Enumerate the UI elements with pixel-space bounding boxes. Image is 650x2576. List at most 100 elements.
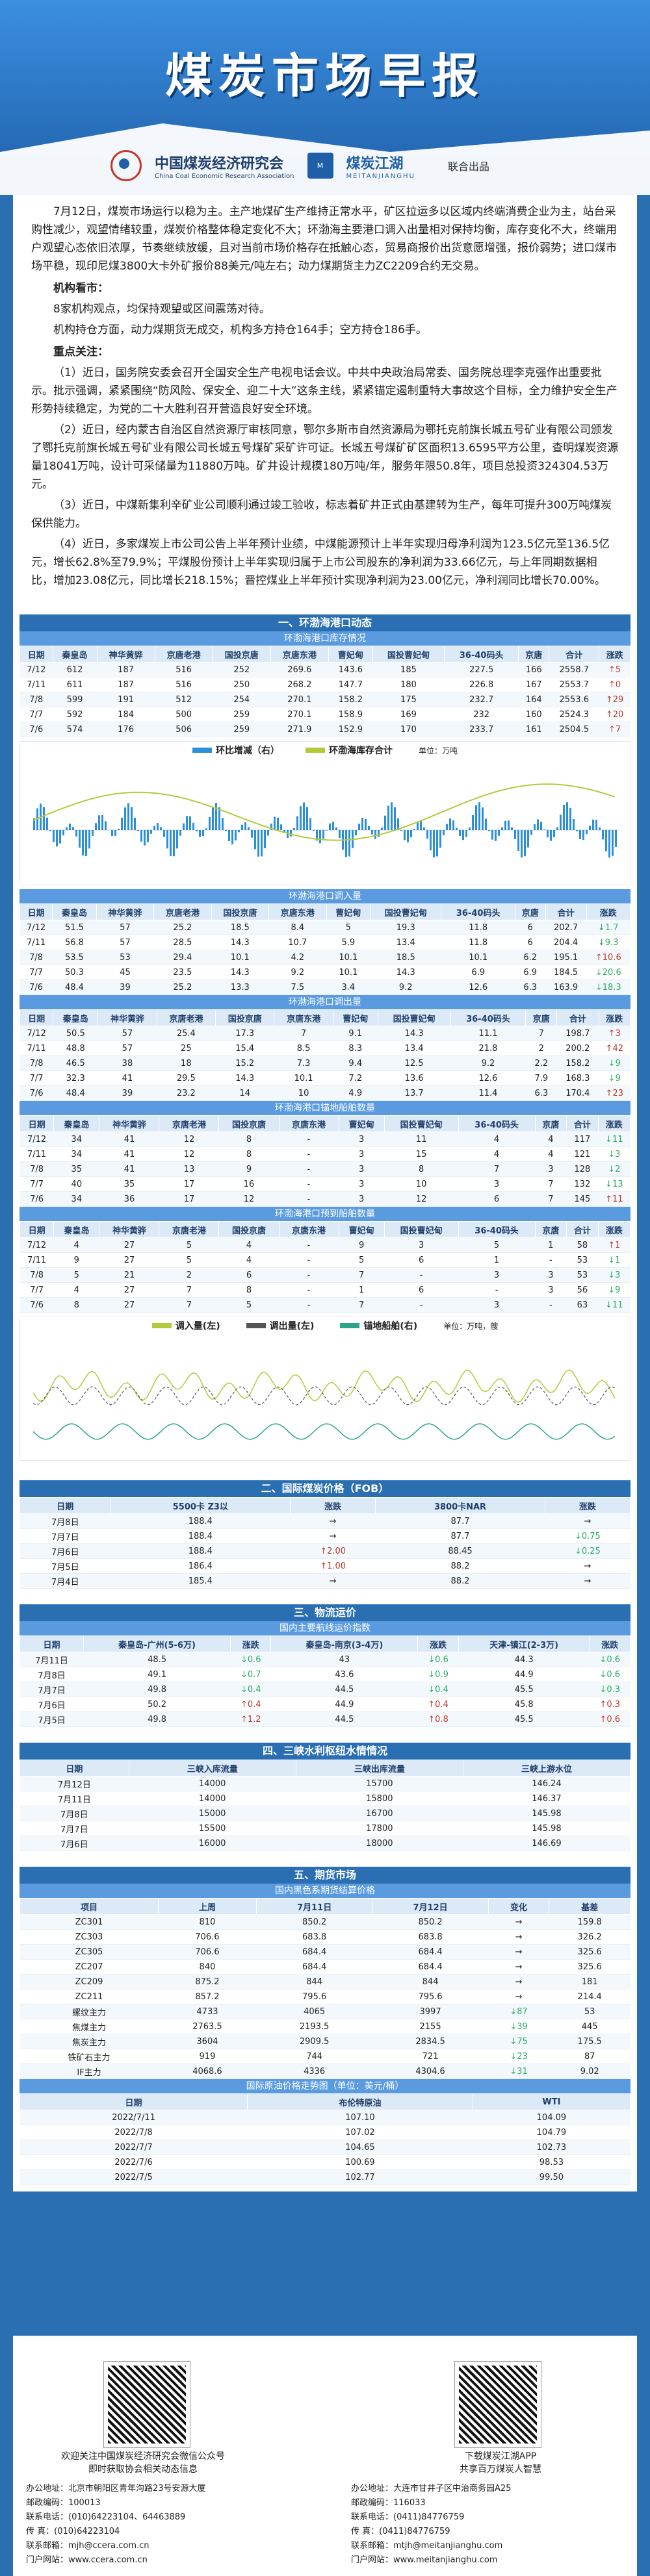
ccera-logo-icon	[110, 150, 142, 181]
table-header-cell: 合计	[566, 1221, 599, 1238]
chart-bar	[49, 830, 51, 831]
chart-bar	[62, 830, 64, 836]
chart-bar	[296, 816, 298, 830]
table-cell: 7	[274, 1026, 333, 1041]
table-row: 螺纹主力 4733 4065 3997 ↓87 53	[20, 2004, 630, 2019]
table-cell: ↓18.3	[586, 979, 630, 995]
org-name-en: China Coal Economic Research Association	[155, 172, 294, 180]
news-item-3: （3）近日，中煤新集利辛矿业公司顺利通过竣工验收，标志着矿井正式由基建转为生产，…	[31, 499, 612, 530]
table-cell: 7/12	[20, 662, 53, 677]
news-heading: 重点关注：	[53, 346, 109, 359]
table-cell: ↓0.7	[230, 1667, 271, 1682]
chart-unit: 单位：万吨，艘	[443, 1321, 499, 1331]
table-cell: 49.8	[83, 1711, 231, 1727]
legend-label: 锚地船舶(右)	[363, 1321, 418, 1332]
table-cell: 271.9	[270, 722, 329, 737]
table-cell: -	[279, 1161, 339, 1177]
table-cell: 45.8	[458, 1697, 590, 1712]
table-header-cell: 涨跌	[230, 1635, 272, 1652]
table-cell: 7	[458, 1161, 536, 1177]
chart-bar	[186, 816, 188, 830]
table-cell: 159.8	[549, 1914, 630, 1930]
table-row: 2022/7/11 107.10 104.09	[20, 2110, 630, 2125]
table-cell: 4	[458, 1131, 536, 1147]
table-cell: 17	[159, 1191, 219, 1207]
table-cell: →	[545, 1573, 630, 1589]
table-cell: ↑11	[598, 1191, 630, 1207]
table-cell: 268.2	[270, 677, 329, 692]
table-cell: 857.2	[158, 1989, 257, 2004]
table-cell: 14.3	[211, 965, 269, 980]
chart-bar	[53, 830, 55, 842]
chart-bar	[430, 830, 432, 851]
table-cell: 5	[339, 1252, 385, 1268]
table-header-cell: WTI	[472, 2093, 631, 2110]
table-cell: 100.69	[247, 2154, 473, 2170]
chart-bar	[293, 827, 295, 830]
chart-bar	[335, 827, 337, 830]
chart-bar	[147, 830, 149, 842]
table-cell: 21.8	[450, 1041, 526, 1056]
table-cell: 132	[566, 1176, 599, 1192]
table-cell: 2193.5	[256, 2019, 372, 2034]
table-cell: 3	[535, 1161, 567, 1177]
chart-bar	[329, 823, 331, 830]
chart-bar	[573, 819, 575, 830]
table-cell: 41	[99, 1146, 159, 1162]
caption-line: 即时获取协会相关动态信息	[88, 2464, 198, 2475]
chart-bar	[511, 827, 513, 830]
table-cell: -	[279, 1131, 339, 1147]
legend-item: 环渤海库存合计	[305, 744, 393, 757]
chart-bar	[157, 823, 159, 830]
table-cell: 57	[96, 920, 154, 935]
table-cell: 17	[159, 1176, 219, 1192]
table-cell: 14.3	[378, 1026, 451, 1041]
table-row: 7月5日 186.4 ↑1.00 88.2 →	[20, 1558, 630, 1574]
table-header-cell: 36-40码头	[458, 1115, 536, 1132]
table-row: 7月11日 14000 15800 146.37	[20, 1791, 630, 1806]
chart-bar	[322, 830, 324, 839]
three-gorges-table: 日期 三峡入库流量 三峡出库流量 三峡上游水位 7月12日 14000 15700 146.2…	[20, 1760, 631, 1851]
table-cell: 10.1	[211, 950, 269, 965]
chart-bar	[274, 816, 276, 830]
table-cell: 50.2	[83, 1697, 231, 1712]
table-cell: 270.1	[270, 692, 329, 707]
app-qr-icon[interactable]	[454, 2361, 541, 2448]
table-header-cell: 变化	[488, 1898, 550, 1915]
chart-bar	[355, 830, 357, 836]
table-cell: 850.2	[256, 1914, 372, 1930]
table-cell: 161	[518, 722, 549, 737]
table-row: 7月7日 188.4 → 87.7 ↓0.75	[20, 1528, 630, 1544]
chart-bar	[79, 830, 81, 848]
table-row: 7/11 9 27 5 4-5 6 1-53 ↓1	[20, 1252, 630, 1268]
table-cell: ↑23	[599, 1085, 630, 1101]
chart-bar	[244, 822, 246, 830]
chart-bar	[153, 826, 155, 830]
table-cell: 204.4	[545, 935, 587, 950]
table-cell: 25.2	[153, 920, 212, 935]
stock-table: 日期 秦皇岛 神华黄骅 京唐老港 国投京唐 京唐东港 曹妃甸 国投曹妃甸 36-40码头 京唐 合计…	[20, 646, 630, 737]
table-cell: 25.4	[157, 1026, 216, 1041]
table-cell: 795.6	[256, 1989, 372, 2004]
table-row: 7/12 51.5 57 25.2 18.5 8.4 5 19.3 11.8 6 202.7 ↓1.7	[20, 920, 630, 935]
chart-bar	[560, 814, 562, 830]
table-cell: 2022/7/11	[20, 2110, 248, 2125]
table-row: ZC301 810 850.2 850.2 → 159.8	[20, 1914, 630, 1930]
table-cell: 43	[270, 1652, 418, 1667]
table-header-cell: 合计	[545, 903, 587, 920]
table-cell: 684.4	[372, 1944, 489, 1960]
table-cell: 53	[549, 2004, 630, 2019]
chart-bar	[332, 822, 334, 830]
table-cell: ↓1.7	[586, 920, 630, 935]
table-cell: 48.5	[83, 1652, 231, 1667]
wechat-qr-icon[interactable]	[103, 2361, 190, 2448]
table-row: 7月4日 185.4 → 88.2 →	[20, 1573, 630, 1589]
table-cell: 121	[566, 1146, 599, 1162]
table-cell: →	[488, 1944, 549, 1960]
table-cell: 34	[53, 1191, 99, 1207]
chart-legend: 调入量(左) 调出量(左) 锚地船舶(右) 单位：万吨，艘	[20, 1317, 630, 1334]
table-row: 7月12日 14000 15700 146.24	[20, 1776, 630, 1791]
chart-bar	[72, 827, 74, 830]
table-cell: 143.6	[328, 662, 373, 677]
table-cell: 7/7	[20, 1282, 54, 1298]
